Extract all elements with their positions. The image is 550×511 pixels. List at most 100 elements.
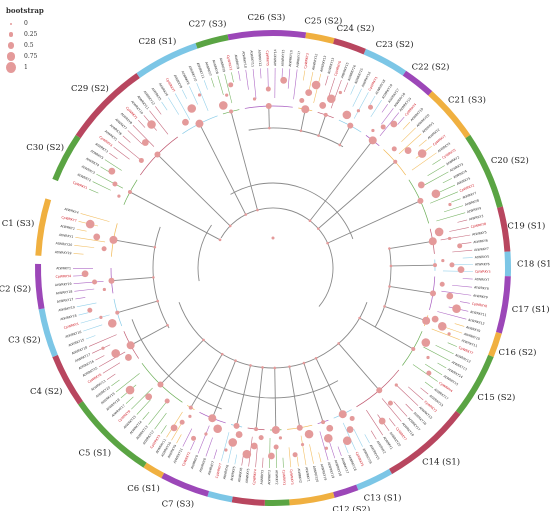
leaf-branch: [366, 409, 384, 436]
leaf-branch: [408, 386, 424, 401]
leaf-branch-lines: [72, 68, 473, 468]
leaf-branch: [210, 77, 215, 88]
clade-label-c23: C23 (S2): [376, 39, 414, 50]
leaf-branch: [142, 411, 150, 420]
bootstrap-node: [258, 435, 264, 441]
legend-title: bootstrap: [6, 6, 44, 15]
clade-arc-c4: [52, 354, 83, 405]
leaf-label: AtWRKY5: [90, 149, 105, 160]
leaf-label: AtWRKY18: [60, 314, 77, 322]
leaf-branch: [74, 288, 95, 292]
bootstrap-node: [380, 124, 386, 130]
bootstrap-node: [304, 429, 314, 439]
clade-arc-c7: [161, 472, 210, 497]
leaf-label: CpWRKY7: [165, 77, 176, 93]
leaf-branch: [182, 428, 193, 447]
clade-arc-c20: [465, 134, 503, 208]
bootstrap-node: [242, 449, 252, 459]
bootstrap-node: [235, 431, 243, 438]
leaf-label: AtWRKY17: [340, 457, 349, 474]
leaf-label: AtWRKY11: [470, 310, 487, 318]
bootstrap-node: [342, 110, 352, 120]
bootstrap-node: [273, 366, 277, 370]
bootstrap-node: [404, 147, 412, 154]
legend-item: 0.75: [6, 51, 70, 62]
legend-item: 0.25: [6, 29, 70, 40]
leaf-label: AtWRKY7: [462, 191, 477, 200]
leaf-label: AtWRKY9: [466, 325, 481, 333]
leaf-branch: [337, 446, 342, 457]
bootstrap-node: [157, 381, 164, 388]
leaf-label: AtWRKY7: [474, 247, 489, 252]
clade-label-c22: C22 (S2): [412, 61, 450, 72]
bootstrap-node: [376, 387, 383, 394]
internal-branch: [255, 367, 263, 430]
internal-branch: [152, 226, 170, 329]
leaf-label: AtWRKY1: [59, 233, 74, 239]
leaf-branch: [459, 301, 470, 304]
internal-branch: [199, 123, 247, 215]
leaf-branch: [89, 188, 99, 194]
leaf-branch: [451, 198, 461, 203]
leaf-branch: [189, 86, 199, 105]
leaf-branch: [302, 70, 306, 81]
leaf-label: AtWRKY3: [449, 162, 464, 173]
bootstrap-node: [191, 435, 197, 441]
bootstrap-node: [296, 424, 303, 431]
leaf-label: AtWRKY3: [260, 470, 265, 485]
leaf-label: AtWRKY6: [237, 467, 243, 482]
internal-branch: [317, 161, 396, 229]
bootstrap-node: [448, 202, 452, 207]
leaf-branch: [80, 213, 110, 222]
leaf-branch: [318, 452, 322, 463]
clade-label-c30: C30 (S2): [26, 142, 64, 153]
leaf-branch: [100, 166, 110, 173]
leaf-label: AtWRKY9: [234, 54, 240, 69]
bootstrap-node: [301, 105, 310, 114]
leaf-label: CpWRKY4: [56, 274, 72, 279]
leaf-branch: [343, 82, 349, 92]
leaf-branch: [462, 278, 473, 280]
bootstrap-node: [213, 424, 222, 434]
bootstrap-node: [338, 90, 342, 95]
clade-label-c12: C12 (S2): [332, 504, 370, 511]
leaf-label: CpWRKY5: [355, 451, 365, 467]
bootstrap-node: [383, 305, 386, 308]
leaf-label: AtWRKY5: [230, 466, 237, 481]
bootstrap-node: [115, 310, 120, 315]
bootstrap-node: [393, 159, 398, 164]
leaf-branch: [227, 443, 233, 463]
leaf-branch: [381, 103, 388, 113]
leaf-branch: [449, 227, 469, 232]
leaf-label: AtWRKY15: [354, 68, 364, 85]
leaf-label: AtWRKY19: [327, 462, 335, 479]
leaf-branch: [168, 97, 180, 115]
clade-label-c19: C19 (S1): [507, 221, 545, 232]
bootstrap-node: [188, 405, 193, 410]
leaf-label: AtWRKY12: [311, 53, 318, 70]
leaf-branch: [436, 212, 466, 222]
bootstrap-node: [85, 219, 95, 229]
clade-arc-c3: [38, 308, 58, 358]
bootstrap-node: [126, 341, 135, 350]
leaf-label: AtWRKY15: [68, 338, 85, 348]
leaf-label: AtWRKY9: [181, 70, 191, 85]
clade-label-c26: C26 (S3): [247, 12, 285, 23]
bootstrap-node: [388, 285, 391, 288]
leaf-branch: [432, 158, 442, 165]
leaf-branch: [75, 236, 106, 243]
bootstrap-node: [319, 102, 327, 109]
internal-branch: [211, 360, 236, 419]
internal-branch: [389, 240, 433, 249]
bootstrap-node: [394, 383, 398, 387]
clade-label-c8: C8 (S1): [200, 509, 232, 511]
bootstrap-node: [324, 446, 328, 450]
bootstrap-node: [292, 452, 298, 458]
leaf-branch: [442, 178, 452, 184]
leaf-label: AtWRKY19: [55, 282, 72, 287]
leaf-branch: [248, 436, 253, 467]
leaf-label: AtWRKY15: [281, 49, 286, 66]
leaf-branch: [452, 284, 473, 288]
leaf-branch: [296, 456, 299, 467]
